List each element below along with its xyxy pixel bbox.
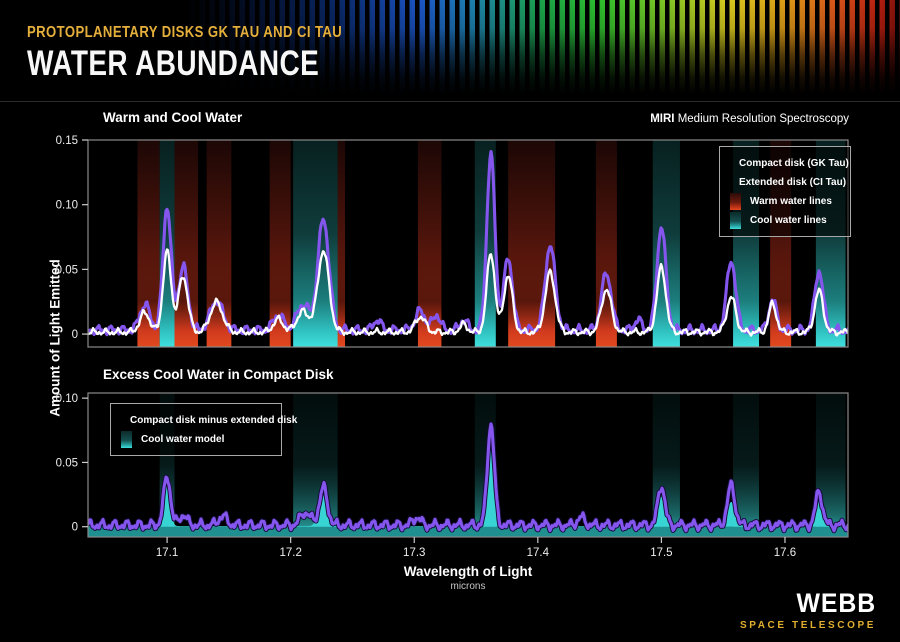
y-tick-label: 0.15: [56, 135, 78, 147]
legend-item-compact-disk: Compact disk (GK Tau): [730, 154, 849, 173]
x-tick-label: 17.5: [650, 547, 672, 559]
y-tick-label: 0.10: [56, 393, 78, 405]
page-title: WATER ABUNDANCE: [27, 44, 320, 83]
bottom-chart-title: Excess Cool Water in Compact Disk: [103, 367, 334, 382]
legend-label: Compact disk minus extended disk: [130, 415, 298, 426]
instrument-name: MIRI: [650, 113, 675, 125]
legend-item-extended-disk: Extended disk (CI Tau): [730, 173, 846, 192]
legend-label: Warm water lines: [750, 196, 832, 207]
compact-disk-line: [88, 422, 848, 533]
legend-item-difference: Compact disk minus extended disk: [121, 411, 297, 430]
legend-label: Cool water model: [141, 434, 225, 445]
y-tick-label: 0.10: [56, 200, 78, 212]
warm-water-line-band: [269, 140, 291, 347]
warm-water-line-band: [336, 140, 346, 347]
legend-label: Compact disk (GK Tau): [739, 158, 849, 169]
top-chart-legend: Compact disk (GK Tau) Extended disk (CI …: [719, 146, 851, 237]
legend-label: Cool water lines: [750, 215, 827, 226]
warm-water-band-swatch: [730, 193, 741, 210]
warm-water-line-band: [417, 140, 442, 347]
header-banner: PROTOPLANETARY DISKS GK TAU AND CI TAU W…: [0, 0, 900, 101]
extended-disk-line: [88, 248, 848, 337]
plot-frame: [87, 392, 849, 538]
x-tick-label: 17.1: [156, 547, 178, 559]
header-divider: [0, 101, 900, 102]
cool-water-band-swatch: [730, 212, 741, 229]
cool-water-line-band: [159, 140, 175, 347]
legend-item-cool-model: Cool water model: [121, 430, 271, 449]
cool-water-model-baseline: [88, 526, 848, 537]
y-tick-label: 0.05: [56, 264, 78, 276]
warm-water-line-band: [137, 140, 160, 347]
x-tick-label: 17.2: [279, 547, 301, 559]
y-tick-label: 0: [72, 522, 78, 534]
cool-model-band-swatch: [121, 431, 132, 448]
cool-water-line-band: [652, 140, 680, 347]
excess-cool-water-plot: 0 0.05 0.10 17.1 17.2 17.3 17.4 17.5 17.6: [56, 392, 849, 559]
spectrum-stripes-overlay: [185, 0, 900, 94]
top-chart-title: Warm and Cool Water: [103, 110, 243, 125]
webb-logo-subtitle: SPACE TELESCOPE: [739, 620, 876, 631]
x-tick-label: 17.6: [774, 547, 796, 559]
cool-water-model-area: [88, 438, 848, 527]
x-tick-label: 17.3: [403, 547, 425, 559]
legend-label: Extended disk (CI Tau): [739, 177, 847, 188]
webb-logo: WEBB SPACE TELESCOPE: [740, 588, 876, 631]
plot-frame: [87, 139, 849, 348]
legend-item-cool-water: Cool water lines: [730, 211, 840, 230]
x-axis-label: Wavelength of Light: [403, 564, 533, 579]
y-tick-label: 0.05: [56, 457, 78, 469]
kicker-text: PROTOPLANETARY DISKS GK TAU AND CI TAU: [27, 24, 343, 41]
legend-item-warm-water: Warm water lines: [730, 192, 840, 211]
x-tick-label: 17.4: [527, 547, 550, 559]
webb-logo-wordmark: WEBB: [796, 588, 876, 618]
x-axis-unit: microns: [450, 581, 486, 592]
y-tick-label: 0: [72, 329, 78, 341]
warm-water-line-band: [174, 140, 198, 347]
bottom-chart-legend: Compact disk minus extended disk Cool wa…: [110, 403, 297, 456]
instrument-description: Medium Resolution Spectroscopy: [674, 113, 849, 125]
instrument-label: MIRI Medium Resolution Spectroscopy: [650, 113, 849, 125]
